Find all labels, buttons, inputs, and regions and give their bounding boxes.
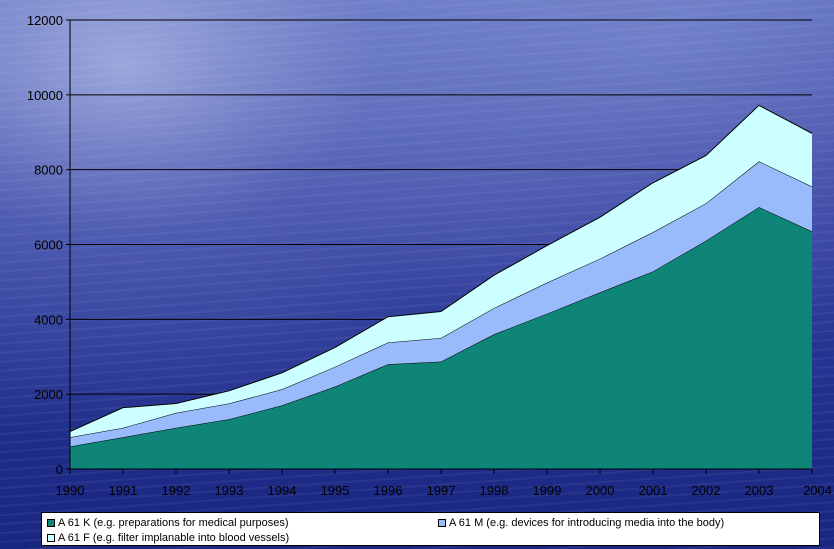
- legend-label-a61f: A 61 F (e.g. filter implanable into bloo…: [58, 532, 290, 544]
- axes: [66, 19, 813, 474]
- x-tick-label: 1990: [56, 483, 85, 498]
- chart: 0 2000 4000 6000 8000 10000 12000 1990 1991 1992…: [27, 13, 832, 498]
- legend-label-a61m: A 61 M (e.g. devices for introducing med…: [449, 517, 725, 529]
- x-tick-label: 2002: [692, 483, 721, 498]
- legend-swatch-a61m: [438, 519, 446, 527]
- x-axis-tick-labels: 1990 1991 1992 1993 1994 1995 1996 1997 1998 1999…: [56, 483, 832, 498]
- legend: A 61 K (e.g. preparations for medical pu…: [41, 512, 820, 546]
- legend-item-a61f: A 61 F (e.g. filter implanable into bloo…: [47, 532, 289, 544]
- x-tick-label: 2000: [586, 483, 615, 498]
- x-tick-label: 1993: [215, 483, 244, 498]
- series-area-0: [70, 207, 812, 470]
- x-tick-label: 1992: [162, 483, 191, 498]
- y-tick-label: 6000: [34, 238, 63, 253]
- legend-item-a61m: A 61 M (e.g. devices for introducing med…: [438, 517, 724, 529]
- x-tick-label: 2001: [639, 483, 668, 498]
- x-tick-label: 1991: [109, 483, 138, 498]
- legend-swatch-a61k: [47, 519, 55, 527]
- series-area-1: [70, 161, 812, 447]
- y-tick-label: 4000: [34, 312, 63, 327]
- y-tick-label: 8000: [34, 163, 63, 178]
- series-edge-1: [69, 160, 813, 438]
- series-edge-2: [69, 104, 813, 433]
- series-area-2: [70, 105, 812, 438]
- plot-areas: [69, 104, 813, 470]
- x-tick-label: 1998: [480, 483, 509, 498]
- x-tick-label: 1994: [268, 483, 297, 498]
- legend-swatch-a61f: [47, 534, 55, 542]
- x-tick-label: 1999: [533, 483, 562, 498]
- x-tick-label: 1996: [374, 483, 403, 498]
- legend-label-a61k: A 61 K (e.g. preparations for medical pu…: [58, 517, 289, 529]
- x-tick-label: 2003: [745, 483, 774, 498]
- x-tick-label: 1997: [427, 483, 456, 498]
- y-tick-label: 12000: [27, 13, 63, 28]
- legend-item-a61k: A 61 K (e.g. preparations for medical pu…: [47, 517, 289, 529]
- y-axis-tick-labels: 0 2000 4000 6000 8000 10000 12000: [27, 13, 63, 477]
- x-tick-label: 1995: [321, 483, 350, 498]
- y-tick-label: 0: [56, 462, 63, 477]
- x-tick-label: 2004: [803, 483, 832, 498]
- y-tick-label: 10000: [27, 88, 63, 103]
- y-tick-label: 2000: [34, 387, 63, 402]
